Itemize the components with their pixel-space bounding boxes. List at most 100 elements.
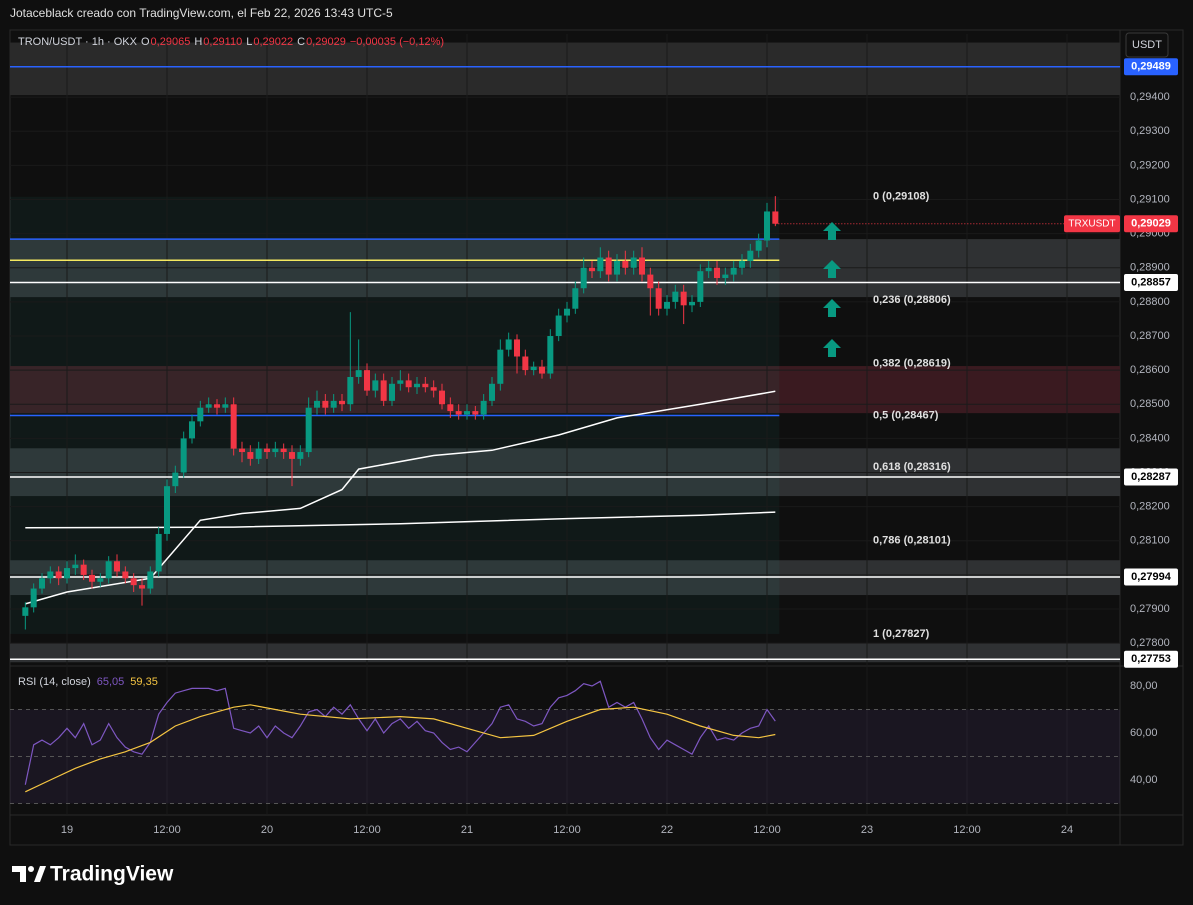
- candle-body: [80, 564, 87, 575]
- candle-body: [547, 336, 554, 374]
- ohlc-key: L: [246, 36, 252, 48]
- candle-body: [530, 366, 537, 371]
- logo-mark: [28, 866, 34, 872]
- candle-body: [764, 211, 770, 241]
- candle-body: [539, 366, 545, 374]
- candle-body: [64, 568, 70, 579]
- candle-body: [639, 257, 645, 275]
- x-tick-label: 24: [1061, 824, 1073, 836]
- currency[interactable]: USDT: [1132, 39, 1162, 51]
- candle-body: [239, 448, 245, 453]
- price-label: 0,28857: [1131, 276, 1171, 288]
- candle-body: [655, 288, 662, 309]
- zone: [10, 366, 1120, 414]
- candle-body: [214, 404, 220, 408]
- candle-body: [22, 607, 29, 616]
- y-tick-label: 0,27900: [1130, 603, 1170, 615]
- rsi-value: 59,35: [130, 676, 158, 688]
- arrow: [823, 260, 841, 278]
- logo-mark: [12, 866, 26, 882]
- y-tick-label: 0,28600: [1130, 364, 1170, 376]
- chart-frame: [9, 29, 1184, 846]
- candle-body: [522, 356, 529, 371]
- x-tick-label: 23: [861, 824, 873, 836]
- y-tick-label: 0,27800: [1130, 637, 1170, 649]
- candle-body: [614, 260, 620, 275]
- candle-body: [255, 448, 262, 459]
- fib-label: 1 (0,27827): [873, 628, 930, 640]
- candle-body: [497, 349, 504, 384]
- candle-body: [97, 578, 104, 582]
- y-tick-label: 0,28700: [1130, 330, 1170, 342]
- change: −0,00035 (−0,12%): [350, 36, 444, 48]
- candle-body: [264, 448, 270, 453]
- y-tick-label: 0,29200: [1130, 159, 1170, 171]
- fib-label: 0,236 (0,28806): [873, 294, 951, 306]
- ohlc-key: H: [194, 36, 202, 48]
- moving-average: [25, 511, 776, 529]
- y-tick-label: 0,29300: [1130, 125, 1170, 137]
- y-tick-label: 80,00: [1130, 680, 1158, 692]
- candle-body: [430, 387, 437, 391]
- candle-body: [39, 578, 45, 589]
- price-label: 0,29489: [1131, 61, 1171, 73]
- candle-body: [739, 260, 745, 268]
- x-tick-label: 20: [261, 824, 273, 836]
- candle-body: [664, 301, 670, 309]
- candle-body: [205, 404, 212, 408]
- fib-label: 0,5 (0,28467): [873, 409, 939, 421]
- currency-button[interactable]: [1125, 32, 1169, 58]
- candle-body: [314, 400, 320, 408]
- candle-body: [572, 288, 579, 309]
- candle-body: [105, 561, 112, 579]
- ohlc-value: 0,29022: [253, 36, 293, 48]
- price-label-box: [1124, 468, 1178, 486]
- candle-body: [30, 588, 37, 608]
- price-label-box: [1124, 215, 1178, 233]
- candle-body: [672, 291, 679, 302]
- candle-body: [55, 571, 62, 579]
- candle-body: [389, 383, 395, 401]
- candle-body: [422, 383, 429, 388]
- arrow: [823, 299, 841, 317]
- y-tick-label: 0,28800: [1130, 296, 1170, 308]
- candle-body: [580, 267, 587, 289]
- candle-body: [347, 376, 354, 405]
- y-tick-label: 0,28100: [1130, 535, 1170, 547]
- candle-body: [397, 380, 404, 384]
- candle-body: [47, 571, 54, 579]
- candle-body: [164, 486, 170, 534]
- ohlc-value: 0,29110: [203, 36, 242, 48]
- credit: Jotaceblack creado con TradingView.com, …: [10, 6, 393, 20]
- price-label-box: [1124, 58, 1178, 76]
- y-tick-label: 0,28500: [1130, 398, 1170, 410]
- candle-body: [455, 411, 462, 415]
- y-tick-label: 40,00: [1130, 774, 1158, 786]
- candle-body: [305, 407, 312, 453]
- candle-body: [705, 267, 712, 272]
- fib-label: 0,382 (0,28619): [873, 358, 951, 370]
- candle-body: [730, 267, 737, 275]
- fib-label: 0,786 (0,28101): [873, 534, 951, 546]
- candle-body: [505, 339, 512, 350]
- candle-body: [755, 240, 762, 251]
- candle-body: [289, 452, 295, 459]
- candle-body: [114, 561, 120, 572]
- candle-body: [272, 448, 279, 453]
- candle-body: [197, 407, 204, 422]
- candle-body: [689, 301, 695, 306]
- candle-body: [322, 400, 329, 408]
- candle-body: [405, 380, 412, 388]
- y-tick-label: 0,28400: [1130, 432, 1170, 444]
- candle-body: [355, 370, 362, 377]
- zone: [10, 42, 1120, 96]
- x-tick-label: 12:00: [353, 824, 381, 836]
- candle-body: [372, 380, 379, 391]
- candle-body: [247, 452, 254, 459]
- candle-body: [330, 400, 337, 408]
- candle-body: [680, 291, 687, 306]
- y-tick-label: 0,29400: [1130, 91, 1170, 103]
- candle-body: [605, 257, 612, 275]
- candle-body: [622, 260, 629, 268]
